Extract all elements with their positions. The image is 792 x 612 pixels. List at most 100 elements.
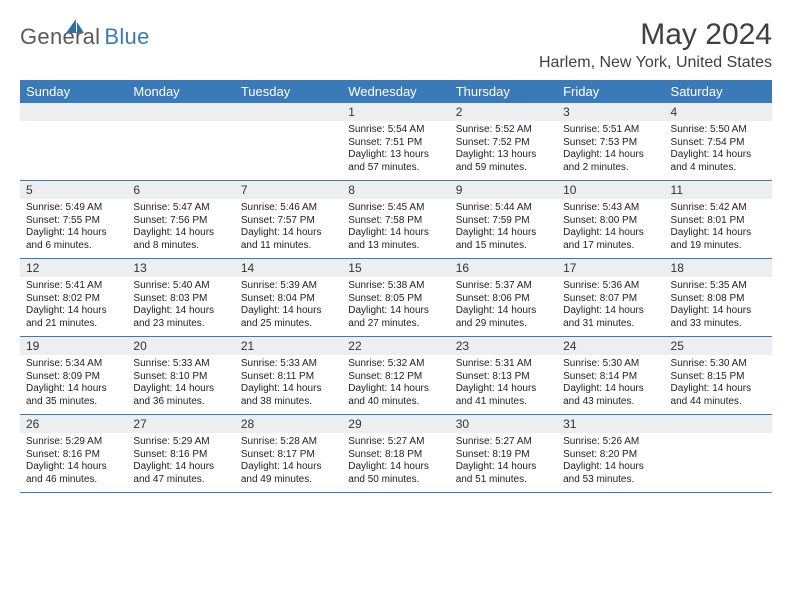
daylight-text: Daylight: 14 hours [26, 305, 121, 318]
daylight-text: and 15 minutes. [456, 240, 551, 253]
daylight-text: and 31 minutes. [563, 318, 658, 331]
daylight-text: Daylight: 14 hours [671, 227, 766, 240]
day-number: 16 [450, 259, 557, 277]
sunrise-text: Sunrise: 5:43 AM [563, 202, 658, 215]
calendar-cell: 6Sunrise: 5:47 AMSunset: 7:56 PMDaylight… [127, 181, 234, 259]
calendar-cell: 21Sunrise: 5:33 AMSunset: 8:11 PMDayligh… [235, 337, 342, 415]
day-number: 17 [557, 259, 664, 277]
sunset-text: Sunset: 7:57 PM [241, 215, 336, 228]
day-number [665, 415, 772, 433]
daylight-text: and 43 minutes. [563, 396, 658, 409]
sunset-text: Sunset: 8:16 PM [26, 449, 121, 462]
day-details [127, 121, 234, 179]
calendar-cell: 10Sunrise: 5:43 AMSunset: 8:00 PMDayligh… [557, 181, 664, 259]
weekday-header: Saturday [665, 80, 772, 103]
day-details: Sunrise: 5:32 AMSunset: 8:12 PMDaylight:… [342, 355, 449, 414]
sunrise-text: Sunrise: 5:41 AM [26, 280, 121, 293]
daylight-text: Daylight: 14 hours [241, 227, 336, 240]
weekday-header-row: Sunday Monday Tuesday Wednesday Thursday… [20, 80, 772, 103]
day-number: 13 [127, 259, 234, 277]
sunrise-text: Sunrise: 5:54 AM [348, 124, 443, 137]
day-number: 3 [557, 103, 664, 121]
daylight-text: and 41 minutes. [456, 396, 551, 409]
calendar-week-row: 26Sunrise: 5:29 AMSunset: 8:16 PMDayligh… [20, 415, 772, 493]
sunrise-text: Sunrise: 5:38 AM [348, 280, 443, 293]
daylight-text: Daylight: 14 hours [26, 461, 121, 474]
calendar-cell: 11Sunrise: 5:42 AMSunset: 8:01 PMDayligh… [665, 181, 772, 259]
weekday-header: Thursday [450, 80, 557, 103]
calendar-cell: 13Sunrise: 5:40 AMSunset: 8:03 PMDayligh… [127, 259, 234, 337]
day-details: Sunrise: 5:49 AMSunset: 7:55 PMDaylight:… [20, 199, 127, 258]
day-details: Sunrise: 5:26 AMSunset: 8:20 PMDaylight:… [557, 433, 664, 492]
day-details: Sunrise: 5:51 AMSunset: 7:53 PMDaylight:… [557, 121, 664, 180]
daylight-text: Daylight: 14 hours [26, 383, 121, 396]
daylight-text: Daylight: 14 hours [348, 383, 443, 396]
sunset-text: Sunset: 8:01 PM [671, 215, 766, 228]
sunrise-text: Sunrise: 5:45 AM [348, 202, 443, 215]
day-number: 22 [342, 337, 449, 355]
sunrise-text: Sunrise: 5:40 AM [133, 280, 228, 293]
daylight-text: Daylight: 14 hours [563, 383, 658, 396]
sunset-text: Sunset: 8:12 PM [348, 371, 443, 384]
calendar-cell: 16Sunrise: 5:37 AMSunset: 8:06 PMDayligh… [450, 259, 557, 337]
day-number: 19 [20, 337, 127, 355]
calendar-week-row: 12Sunrise: 5:41 AMSunset: 8:02 PMDayligh… [20, 259, 772, 337]
daylight-text: Daylight: 14 hours [133, 227, 228, 240]
day-details: Sunrise: 5:29 AMSunset: 8:16 PMDaylight:… [127, 433, 234, 492]
sail-icon [64, 17, 88, 40]
day-details: Sunrise: 5:33 AMSunset: 8:11 PMDaylight:… [235, 355, 342, 414]
daylight-text: Daylight: 14 hours [241, 383, 336, 396]
day-number: 8 [342, 181, 449, 199]
day-number: 12 [20, 259, 127, 277]
calendar-cell: 31Sunrise: 5:26 AMSunset: 8:20 PMDayligh… [557, 415, 664, 493]
calendar-cell: 24Sunrise: 5:30 AMSunset: 8:14 PMDayligh… [557, 337, 664, 415]
page: General Blue May 2024 Harlem, New York, … [0, 0, 792, 612]
sunset-text: Sunset: 7:51 PM [348, 137, 443, 150]
sunset-text: Sunset: 8:02 PM [26, 293, 121, 306]
sunset-text: Sunset: 7:54 PM [671, 137, 766, 150]
daylight-text: and 57 minutes. [348, 162, 443, 175]
calendar-cell: 14Sunrise: 5:39 AMSunset: 8:04 PMDayligh… [235, 259, 342, 337]
daylight-text: and 51 minutes. [456, 474, 551, 487]
daylight-text: Daylight: 14 hours [133, 305, 228, 318]
day-details: Sunrise: 5:46 AMSunset: 7:57 PMDaylight:… [235, 199, 342, 258]
sunrise-text: Sunrise: 5:44 AM [456, 202, 551, 215]
day-number [20, 103, 127, 121]
daylight-text: Daylight: 14 hours [563, 227, 658, 240]
calendar-cell [235, 103, 342, 181]
daylight-text: and 47 minutes. [133, 474, 228, 487]
calendar-cell: 27Sunrise: 5:29 AMSunset: 8:16 PMDayligh… [127, 415, 234, 493]
calendar-week-row: 5Sunrise: 5:49 AMSunset: 7:55 PMDaylight… [20, 181, 772, 259]
day-details [20, 121, 127, 179]
day-details: Sunrise: 5:37 AMSunset: 8:06 PMDaylight:… [450, 277, 557, 336]
calendar-cell [127, 103, 234, 181]
weekday-header: Sunday [20, 80, 127, 103]
sunrise-text: Sunrise: 5:29 AM [133, 436, 228, 449]
sunset-text: Sunset: 7:59 PM [456, 215, 551, 228]
daylight-text: and 27 minutes. [348, 318, 443, 331]
day-details: Sunrise: 5:44 AMSunset: 7:59 PMDaylight:… [450, 199, 557, 258]
day-number: 4 [665, 103, 772, 121]
day-details: Sunrise: 5:38 AMSunset: 8:05 PMDaylight:… [342, 277, 449, 336]
calendar-cell: 8Sunrise: 5:45 AMSunset: 7:58 PMDaylight… [342, 181, 449, 259]
day-number: 1 [342, 103, 449, 121]
month-title: May 2024 [539, 18, 772, 52]
sunrise-text: Sunrise: 5:33 AM [241, 358, 336, 371]
calendar-cell: 28Sunrise: 5:28 AMSunset: 8:17 PMDayligh… [235, 415, 342, 493]
sunset-text: Sunset: 8:13 PM [456, 371, 551, 384]
day-number: 23 [450, 337, 557, 355]
sunrise-text: Sunrise: 5:42 AM [671, 202, 766, 215]
sunrise-text: Sunrise: 5:46 AM [241, 202, 336, 215]
sunrise-text: Sunrise: 5:30 AM [671, 358, 766, 371]
calendar-cell: 30Sunrise: 5:27 AMSunset: 8:19 PMDayligh… [450, 415, 557, 493]
daylight-text: and 29 minutes. [456, 318, 551, 331]
day-details: Sunrise: 5:30 AMSunset: 8:14 PMDaylight:… [557, 355, 664, 414]
day-number: 7 [235, 181, 342, 199]
day-details [235, 121, 342, 179]
day-details: Sunrise: 5:33 AMSunset: 8:10 PMDaylight:… [127, 355, 234, 414]
day-number: 2 [450, 103, 557, 121]
sunset-text: Sunset: 8:05 PM [348, 293, 443, 306]
daylight-text: Daylight: 14 hours [456, 305, 551, 318]
day-number: 28 [235, 415, 342, 433]
sunset-text: Sunset: 8:07 PM [563, 293, 658, 306]
